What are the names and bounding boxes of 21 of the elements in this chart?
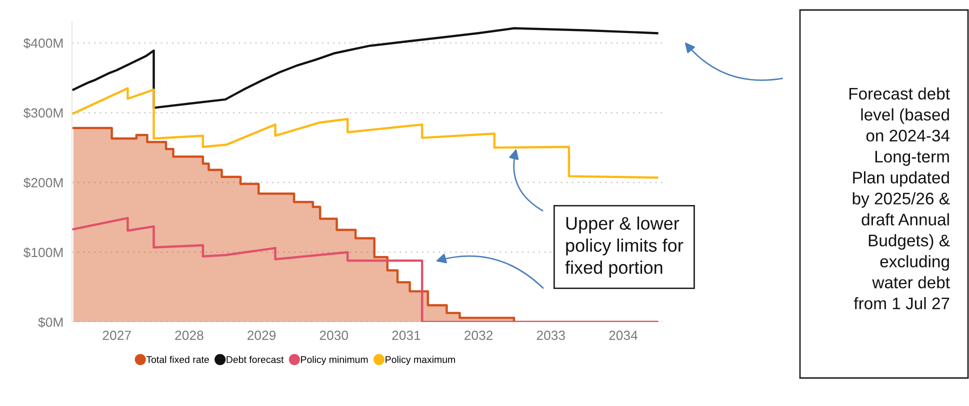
line-series xyxy=(72,87,658,179)
x-tick-label: 2028 xyxy=(175,330,204,340)
y-tick-label: $0M xyxy=(38,317,63,328)
y-tick-label: $100M xyxy=(23,247,63,258)
x-tick-label: 2030 xyxy=(320,330,348,340)
x-tick-label: 2032 xyxy=(464,330,493,340)
y-tick-label: $300M xyxy=(23,108,63,118)
line-series xyxy=(72,27,658,109)
legend-label: Total fixed rate xyxy=(146,356,209,364)
y-tick-label: $200M xyxy=(23,177,63,188)
x-tick-label: 2034 xyxy=(609,330,638,340)
legend-label: Debt forecast xyxy=(226,356,284,364)
x-tick-label: 2027 xyxy=(102,330,131,340)
x-tick-label: 2033 xyxy=(536,330,565,340)
y-tick-label: $400M xyxy=(23,38,63,49)
text: Forecast debt level (based on 2024-34 Long-term Plan updated by 2025/26 & draft Annual Budgets) & excluding water debt from 1 Jul 27 xyxy=(849,87,950,310)
annotation: Upper & lower policy limits for fixed portion xyxy=(565,216,684,278)
legend-label: Policy minimum xyxy=(301,356,368,365)
legend-label: Policy maximum xyxy=(386,356,455,365)
x-tick-label: 2031 xyxy=(392,330,420,340)
x-tick-label: 2029 xyxy=(248,330,276,340)
